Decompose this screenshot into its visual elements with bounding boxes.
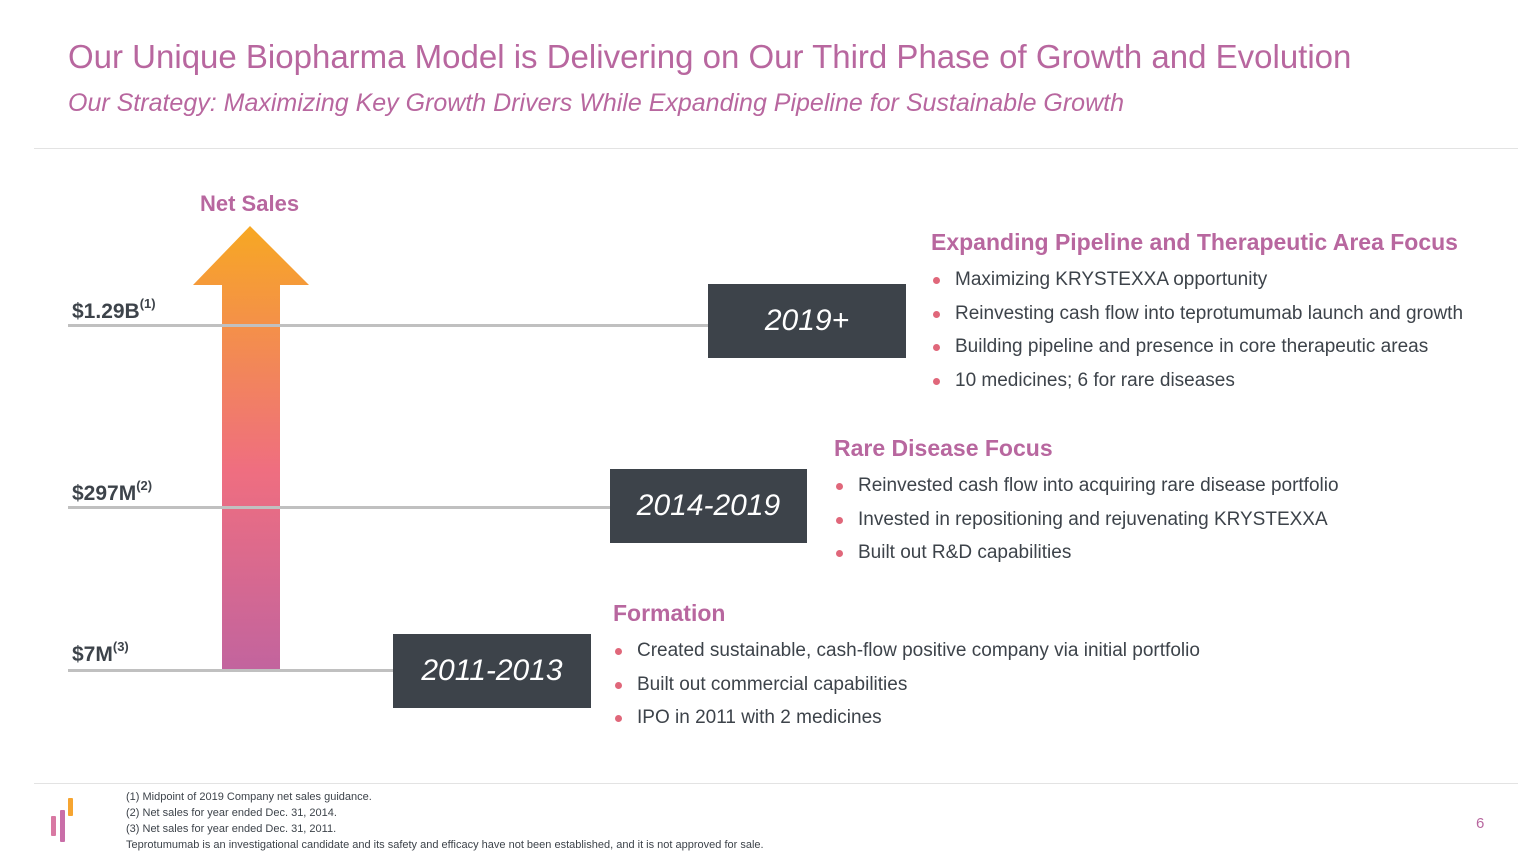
level-line-1 [68,324,713,327]
bullet-item: Invested in repositioning and rejuvenati… [834,503,1339,537]
bullet-item: Built out R&D capabilities [834,536,1339,570]
footnote-1: (1) Midpoint of 2019 Company net sales g… [126,791,372,803]
footer-divider [34,783,1518,784]
header-divider [34,148,1518,149]
level-label-3: $7M(3) [72,639,129,666]
company-logo-icon [51,798,73,842]
bullet-item: Created sustainable, cash-flow positive … [613,634,1200,668]
bullet-item: IPO in 2011 with 2 medicines [613,701,1200,735]
year-box-2019-plus: 2019+ [708,284,906,358]
bullet-item: Reinvesting cash flow into teprotumumab … [931,297,1463,331]
year-box-2011-2013: 2011-2013 [393,634,591,708]
phase-heading: Rare Disease Focus [834,435,1053,461]
footnote-3: (3) Net sales for year ended Dec. 31, 20… [126,823,337,835]
phase-bullets: Maximizing KRYSTEXXA opportunity Reinves… [931,263,1463,397]
phase-formation: Formation Created sustainable, cash-flow… [613,600,1200,735]
phase-heading: Expanding Pipeline and Therapeutic Area … [931,229,1458,255]
phase-bullets: Reinvested cash flow into acquiring rare… [834,469,1339,570]
phase-rare-disease: Rare Disease Focus Reinvested cash flow … [834,435,1339,570]
page-number: 6 [1476,815,1485,832]
bullet-item: 10 medicines; 6 for rare diseases [931,364,1463,398]
level-line-3 [68,669,398,672]
level-label-1: $1.29B(1) [72,296,156,323]
net-sales-arrow [193,226,309,670]
bullet-item: Built out commercial capabilities [613,668,1200,702]
net-sales-axis-title: Net Sales [200,191,300,216]
bullet-item: Reinvested cash flow into acquiring rare… [834,469,1339,503]
phase-expanding-pipeline: Expanding Pipeline and Therapeutic Area … [931,229,1463,397]
bullet-item: Maximizing KRYSTEXXA opportunity [931,263,1463,297]
footnotes: (1) Midpoint of 2019 Company net sales g… [126,789,764,853]
level-label-2: $297M(2) [72,478,153,505]
footnote-2: (2) Net sales for year ended Dec. 31, 20… [126,807,337,819]
level-line-2 [68,506,614,509]
footnote-disclaimer: Teprotumumab is an investigational candi… [126,839,764,851]
phase-heading: Formation [613,600,726,626]
year-box-2014-2019: 2014-2019 [610,469,807,543]
page-title: Our Unique Biopharma Model is Delivering… [68,38,1352,75]
bullet-item: Building pipeline and presence in core t… [931,330,1463,364]
page-subtitle: Our Strategy: Maximizing Key Growth Driv… [68,89,1124,117]
phase-bullets: Created sustainable, cash-flow positive … [613,634,1200,735]
